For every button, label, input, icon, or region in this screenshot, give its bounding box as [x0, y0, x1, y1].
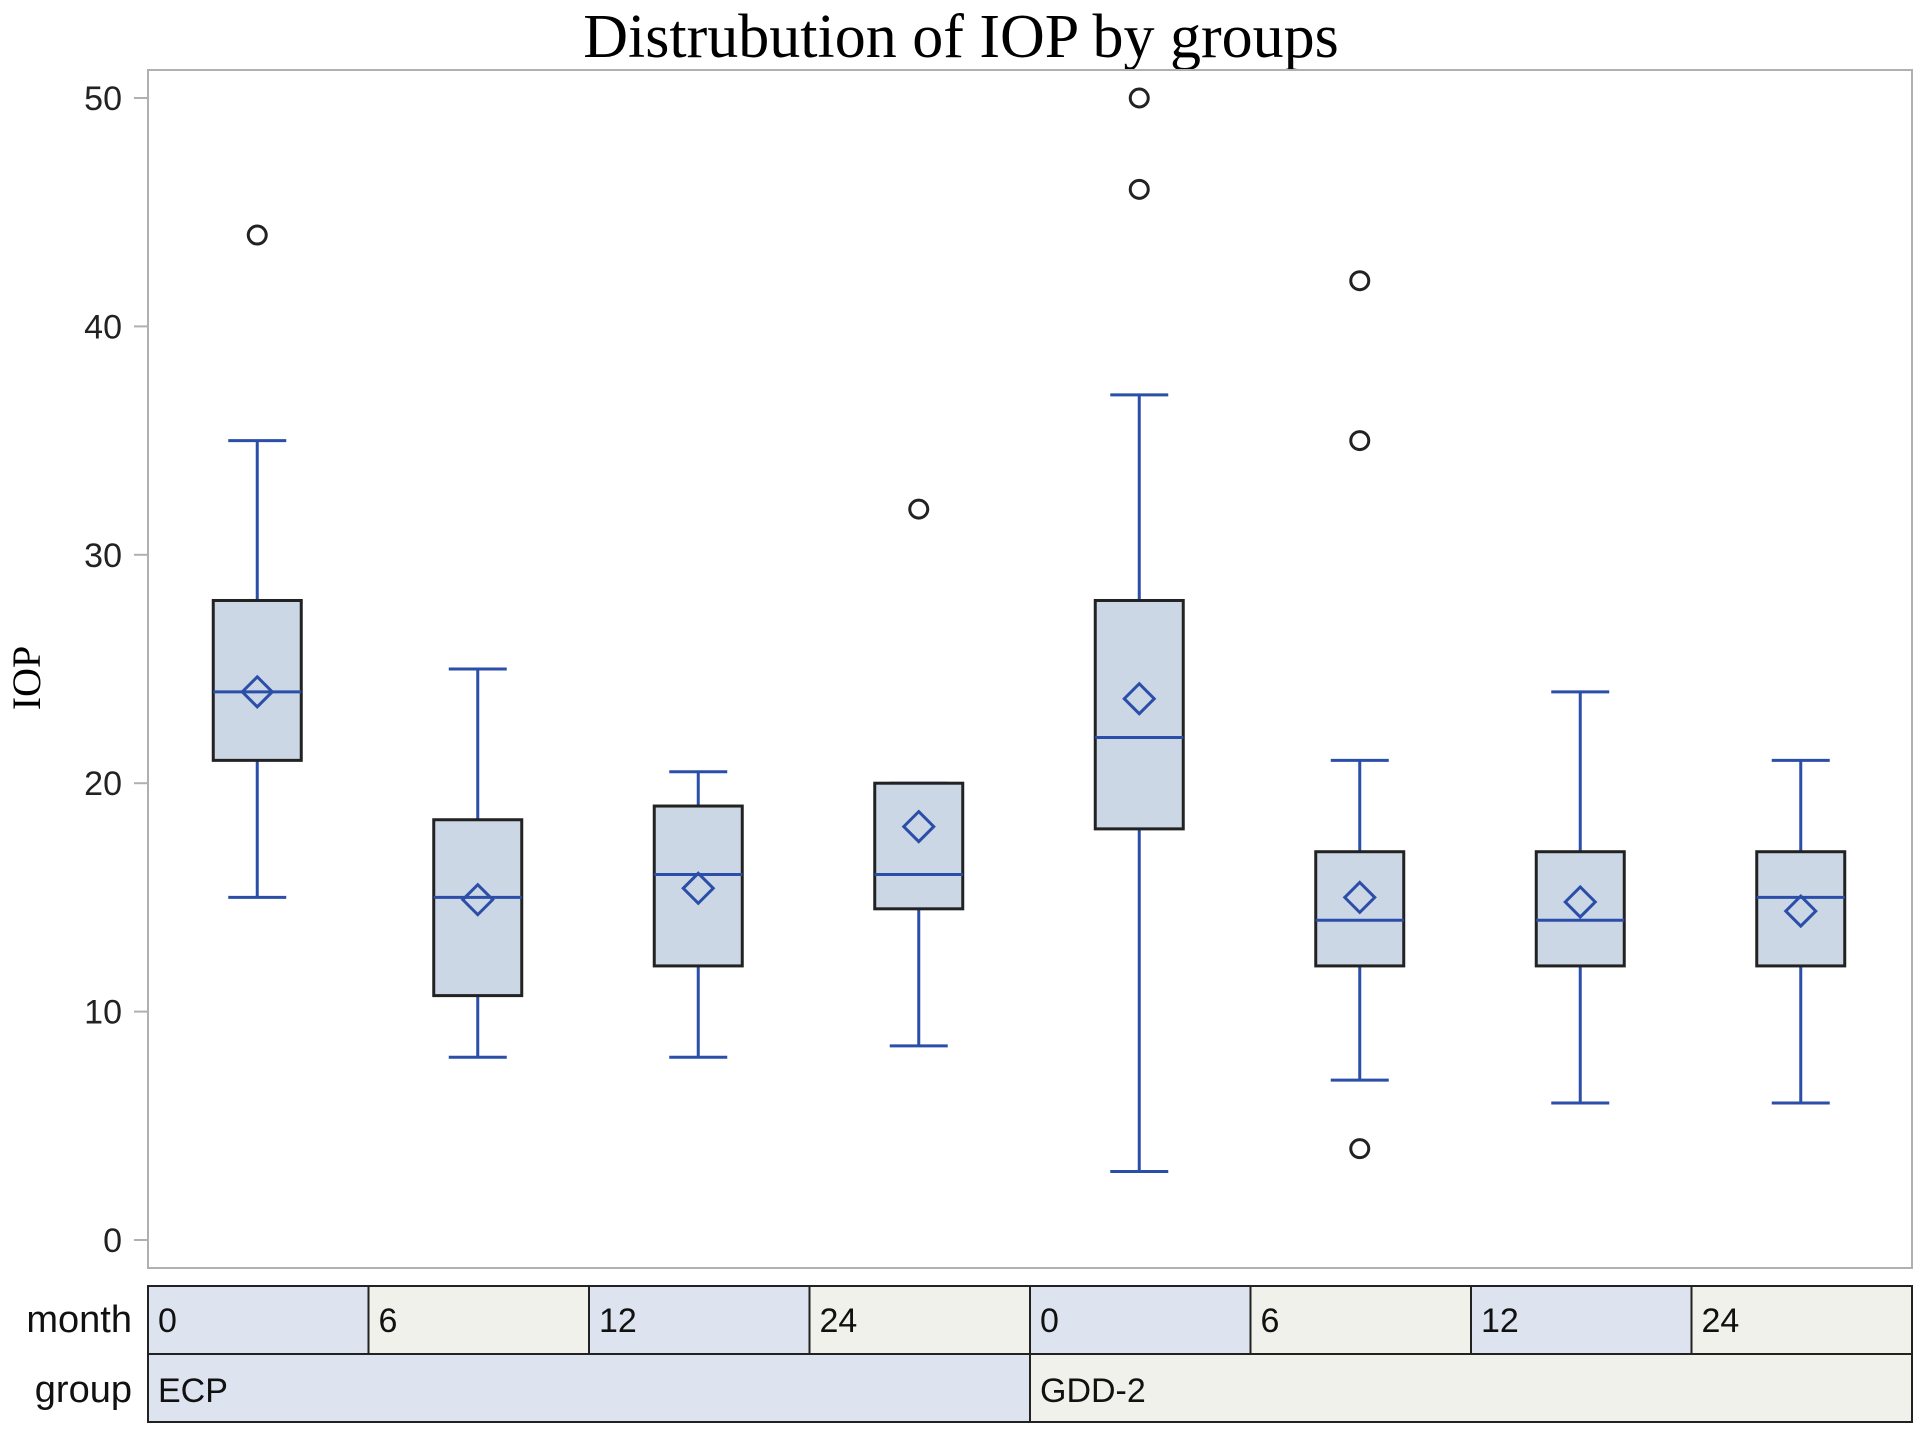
- mean-marker: [1122, 681, 1157, 716]
- box: [1755, 850, 1847, 968]
- row-label-month: month: [26, 1299, 132, 1341]
- outlier-point: [1128, 178, 1150, 200]
- month-cell: [1249, 1285, 1472, 1355]
- y-tick-label: 10: [84, 994, 122, 1032]
- month-cell-label: 12: [1481, 1302, 1519, 1340]
- mean-marker: [460, 882, 495, 917]
- y-tick-label: 0: [103, 1222, 122, 1260]
- group-cell-label: ECP: [158, 1372, 228, 1410]
- box: [1534, 850, 1626, 968]
- month-cell-label: 12: [599, 1302, 637, 1340]
- group-cell-label: GDD-2: [1040, 1372, 1146, 1410]
- mean-marker: [1783, 893, 1818, 929]
- month-cell-label: 6: [1261, 1302, 1280, 1340]
- plot-frame: [147, 69, 1913, 1269]
- box: [1314, 850, 1406, 968]
- month-cell-label: 0: [158, 1302, 177, 1340]
- box: [873, 781, 965, 911]
- month-cell-label: 0: [1040, 1302, 1059, 1340]
- outlier-point: [908, 498, 930, 520]
- outlier-point: [1349, 1138, 1371, 1160]
- outlier-point: [246, 224, 268, 246]
- mean-marker: [1563, 884, 1598, 920]
- y-tick-label: 30: [84, 537, 122, 575]
- y-tick-label: 40: [84, 308, 122, 346]
- outlier-point: [1128, 87, 1150, 109]
- box: [652, 804, 744, 968]
- month-cell: [1029, 1285, 1252, 1355]
- month-cell: [367, 1285, 590, 1355]
- outlier-point: [1349, 270, 1371, 292]
- box: [432, 818, 524, 998]
- chart-title: Distrubution of IOP by groups: [583, 3, 1339, 71]
- box: [211, 598, 303, 762]
- y-tick-label: 50: [84, 80, 122, 118]
- row-label-group: group: [35, 1369, 132, 1411]
- mean-marker: [901, 809, 936, 844]
- month-cell-label: 24: [1702, 1302, 1740, 1340]
- y-tick-label: 20: [84, 765, 122, 803]
- group-cell: [1029, 1353, 1913, 1423]
- mean-marker: [1342, 880, 1377, 915]
- outlier-point: [1349, 430, 1371, 452]
- month-cell-label: 6: [379, 1302, 398, 1340]
- mean-marker: [681, 871, 716, 906]
- group-cell: [147, 1353, 1031, 1423]
- month-cell: [1690, 1285, 1913, 1355]
- month-cell-label: 24: [820, 1302, 858, 1340]
- month-cell: [147, 1285, 370, 1355]
- mean-marker: [240, 674, 275, 709]
- y-axis-label: IOP: [4, 646, 49, 710]
- month-cell: [588, 1285, 811, 1355]
